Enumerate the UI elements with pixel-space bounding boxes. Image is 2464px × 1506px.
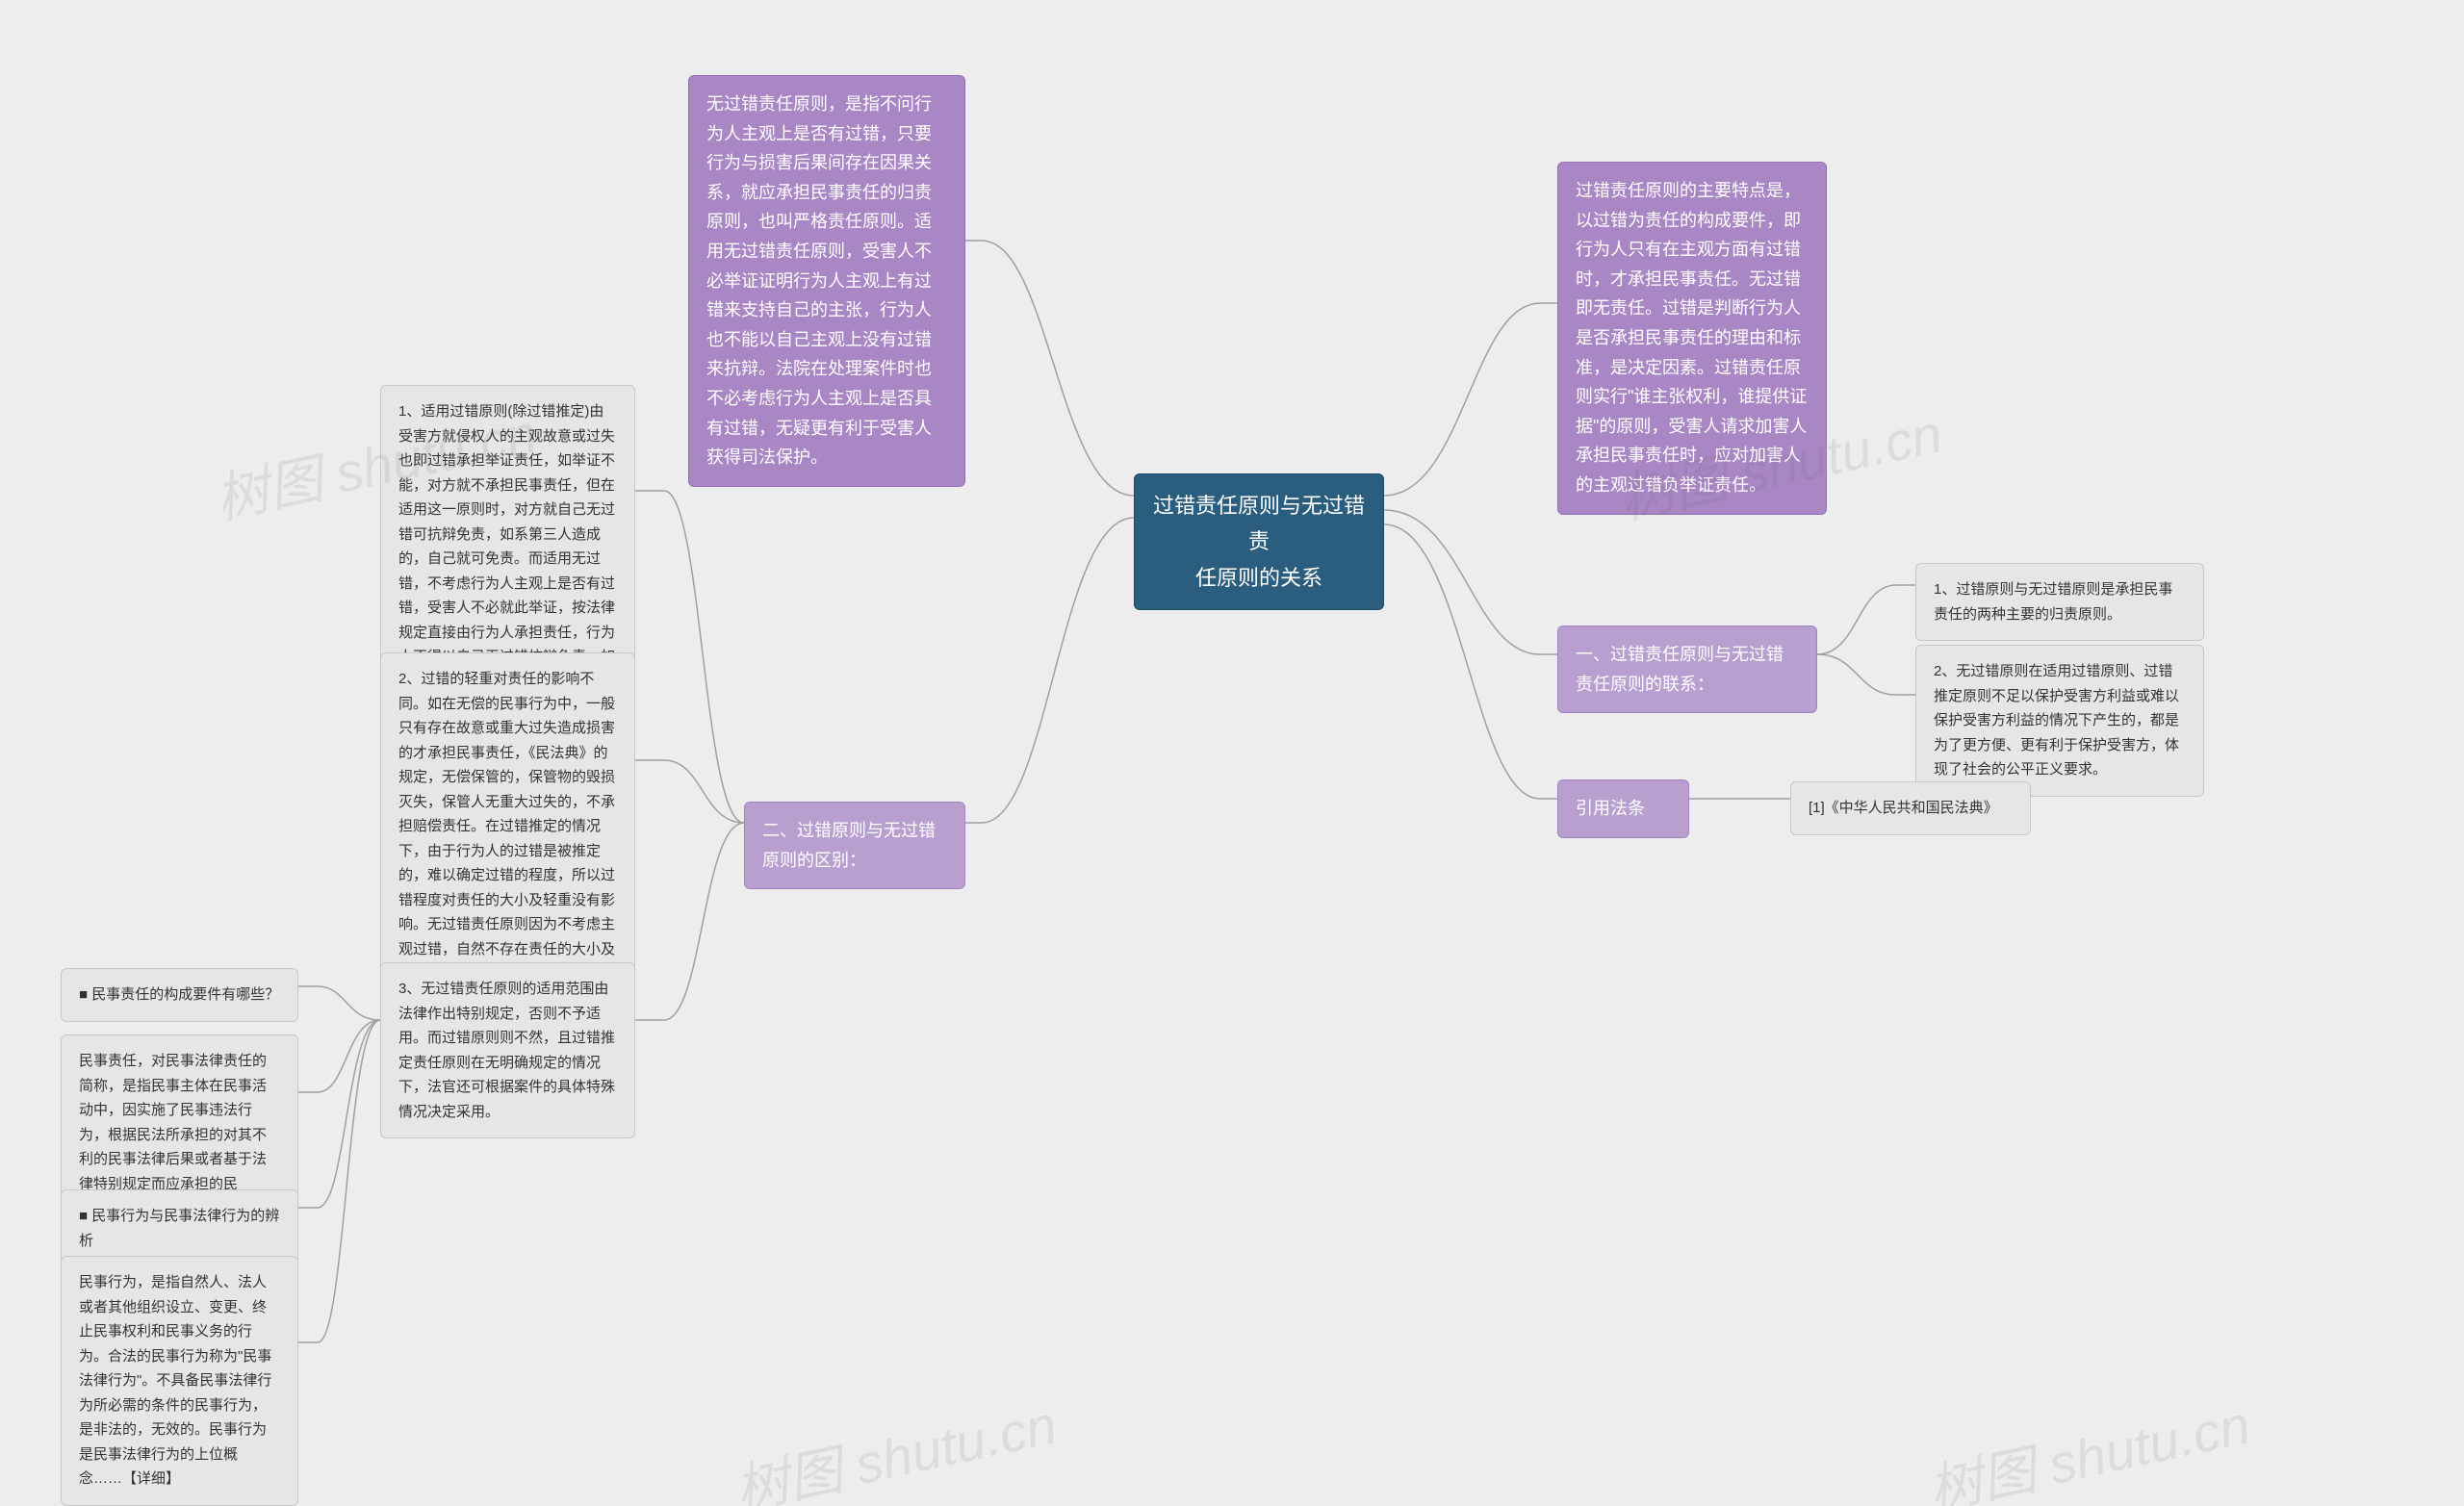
left-item-2[interactable]: 2、过错的轻重对责任的影响不同。如在无偿的民事行为中，一般只有存在故意或重大过失… bbox=[380, 652, 635, 1001]
left-sub-1-title[interactable]: ■ 民事责任的构成要件有哪些？ bbox=[61, 968, 298, 1022]
left-sub-2-body[interactable]: 民事行为，是指自然人、法人或者其他组织设立、变更、终止民事权利和民事义务的行为。… bbox=[61, 1256, 298, 1506]
right-branch-2-item-1[interactable]: [1]《中华人民共和国民法典》 bbox=[1790, 781, 2031, 835]
right-branch-2-label[interactable]: 引用法条 bbox=[1557, 779, 1689, 838]
root-node[interactable]: 过错责任原则与无过错责 任原则的关系 bbox=[1134, 473, 1384, 610]
watermark: 树图 shutu.cn bbox=[727, 1382, 1063, 1506]
right-branch-1-item-1[interactable]: 1、过错原则与无过错原则是承担民事责任的两种主要的归责原则。 bbox=[1915, 563, 2204, 641]
watermark: 树图 shutu.cn bbox=[1920, 1382, 2256, 1506]
left-purple-definition[interactable]: 无过错责任原则，是指不问行为人主观上是否有过错，只要行为与损害后果间存在因果关系… bbox=[688, 75, 965, 487]
left-item-3[interactable]: 3、无过错责任原则的适用范围由法律作出特别规定，否则不予适用。而过错原则则不然，… bbox=[380, 962, 635, 1138]
right-branch-1-label[interactable]: 一、过错责任原则与无过错责任原则的联系： bbox=[1557, 625, 1817, 713]
right-branch-1-item-2[interactable]: 2、无过错原则在适用过错原则、过错推定原则不足以保护受害方利益或难以保护受害方利… bbox=[1915, 645, 2204, 797]
left-branch-label[interactable]: 二、过错原则与无过错原则的区别： bbox=[744, 802, 965, 889]
right-purple-definition[interactable]: 过错责任原则的主要特点是，以过错为责任的构成要件，即行为人只有在主观方面有过错时… bbox=[1557, 162, 1827, 515]
